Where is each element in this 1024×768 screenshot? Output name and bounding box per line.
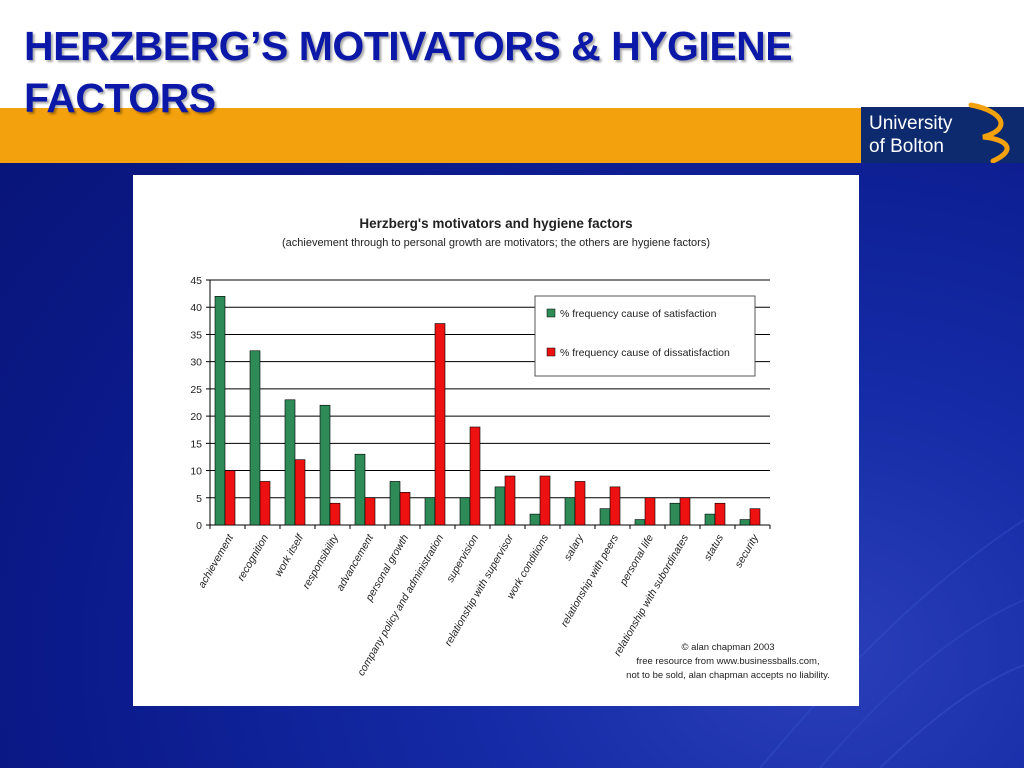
bar-dissatisfaction [714, 502, 726, 526]
bar-satisfaction [494, 486, 506, 526]
herzberg-bar-chart: Herzberg's motivators and hygiene factor… [190, 216, 830, 681]
bar-dissatisfaction [364, 497, 376, 526]
bar-dissatisfaction [469, 426, 481, 526]
x-category-label: security [733, 532, 762, 570]
y-tick-label: 15 [190, 438, 202, 450]
x-category-label: personal life [617, 532, 656, 588]
slide-title: HERZBERG’S MOTIVATORS & HYGIENE FACTORS [24, 20, 924, 124]
bar-dissatisfaction [329, 502, 341, 526]
university-logo: University of Bolton [861, 102, 1024, 163]
bar-dissatisfaction [504, 475, 516, 526]
y-tick-label: 0 [196, 520, 202, 532]
bar-satisfaction [459, 497, 471, 526]
legend-label: % frequency cause of satisfaction [560, 308, 717, 320]
bar-satisfaction [564, 497, 576, 526]
chart-title: Herzberg's motivators and hygiene factor… [359, 216, 632, 231]
x-category-label: status [702, 532, 727, 563]
legend-swatch [546, 347, 556, 357]
y-tick-label: 20 [190, 411, 202, 423]
bar-satisfaction [389, 481, 401, 526]
slide-title-line-1: HERZBERG’S MOTIVATORS & HYGIENE [24, 23, 793, 69]
legend-swatch [546, 308, 556, 318]
y-tick-label: 10 [190, 466, 202, 478]
x-category-label: responsibility [300, 532, 341, 591]
x-category-label: achievement [196, 532, 237, 590]
bar-satisfaction [319, 404, 331, 526]
bar-satisfaction [634, 519, 646, 526]
bar-satisfaction [424, 497, 436, 526]
bar-dissatisfaction [749, 508, 761, 526]
bar-dissatisfaction [644, 497, 656, 526]
x-category-label: work itself [272, 532, 306, 579]
bar-dissatisfaction [294, 459, 306, 526]
y-tick-label: 35 [190, 329, 202, 341]
bar-dissatisfaction [574, 481, 586, 526]
bar-satisfaction [214, 296, 226, 526]
chart-subtitle: (achievement through to personal growth … [282, 237, 710, 249]
credit-text: free resource from www.businessballs.com… [636, 656, 819, 667]
logo-text-line-2: of Bolton [869, 136, 944, 157]
chart-panel: Herzberg's motivators and hygiene factor… [133, 175, 859, 706]
slide-title-line-2: FACTORS [24, 75, 216, 121]
bar-dissatisfaction [259, 481, 271, 526]
x-category-label: relationship with subordinates [612, 532, 692, 658]
y-tick-label: 45 [190, 275, 202, 287]
header-band [0, 0, 1024, 108]
x-category-label: relationship with supervisor [442, 532, 516, 648]
y-tick-label: 25 [190, 384, 202, 396]
x-category-label: recognition [235, 532, 271, 583]
bar-satisfaction [354, 453, 366, 526]
x-category-label: supervision [444, 532, 481, 584]
bar-satisfaction [669, 502, 681, 526]
bar-satisfaction [284, 399, 296, 526]
bar-satisfaction [599, 508, 611, 526]
x-category-label: salary [562, 532, 587, 563]
bar-dissatisfaction [224, 470, 236, 526]
bar-satisfaction [529, 513, 541, 526]
bar-dissatisfaction [539, 475, 551, 526]
bar-dissatisfaction [609, 486, 621, 526]
bar-dissatisfaction [679, 497, 691, 526]
bar-dissatisfaction [399, 492, 411, 526]
legend-box [534, 295, 756, 377]
logo-text-line-1: University [869, 113, 953, 134]
y-tick-label: 30 [190, 357, 202, 369]
bar-dissatisfaction [434, 323, 446, 526]
y-tick-label: 40 [190, 302, 202, 314]
credit-text: not to be sold, alan chapman accepts no … [626, 670, 830, 681]
legend-label: % frequency cause of dissatisfaction [560, 347, 730, 359]
credit-text: © alan chapman 2003 [681, 642, 774, 653]
y-tick-label: 5 [196, 493, 202, 505]
bar-satisfaction [739, 519, 751, 526]
bar-satisfaction [249, 350, 261, 526]
accent-band [0, 108, 1024, 163]
bar-satisfaction [704, 513, 716, 526]
logo-swoosh-icon [968, 102, 1010, 163]
